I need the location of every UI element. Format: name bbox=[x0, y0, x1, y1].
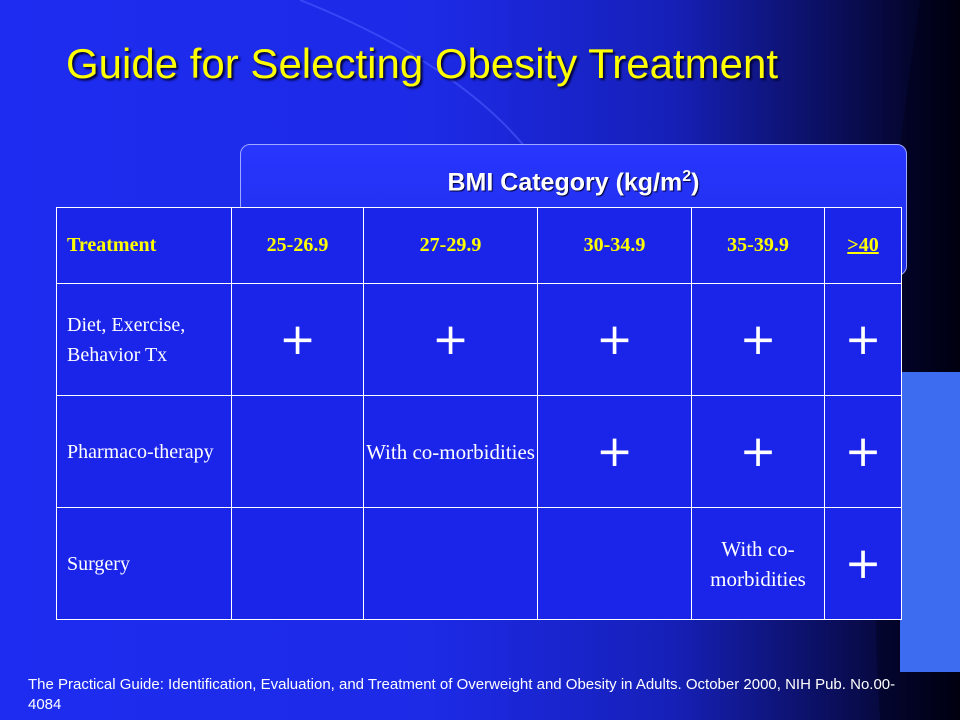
slide-title: Guide for Selecting Obesity Treatment bbox=[66, 40, 779, 87]
decorative-side-strip bbox=[900, 372, 960, 672]
column-header-bmi-25: 25-26.9 bbox=[231, 207, 364, 284]
table-cell: + bbox=[691, 283, 825, 396]
row-label-diet: Diet, Exercise, Behavior Tx bbox=[56, 283, 232, 396]
column-header-bmi-40-text: >40 bbox=[847, 234, 879, 256]
treatment-table: Treatment 25-26.9 27-29.9 30-34.9 35-39.… bbox=[56, 207, 902, 620]
column-header-bmi-35: 35-39.9 bbox=[691, 207, 825, 284]
column-header-bmi-40: >40 bbox=[824, 207, 902, 284]
table-cell: + bbox=[231, 283, 364, 396]
table-cell bbox=[231, 395, 364, 508]
table-row: Pharmaco-therapy With co-morbidities + +… bbox=[56, 395, 902, 508]
table-cell: + bbox=[537, 395, 692, 508]
table-cell bbox=[231, 507, 364, 620]
table-cell: + bbox=[691, 395, 825, 508]
table-row: Surgery With co-morbidities + bbox=[56, 507, 902, 620]
table-cell-note: With co-morbidities bbox=[363, 395, 538, 508]
bmi-header-text: BMI Category (kg/m bbox=[447, 168, 683, 197]
table-cell: + bbox=[363, 283, 538, 396]
column-header-treatment: Treatment bbox=[56, 207, 232, 284]
table-cell: + bbox=[824, 507, 902, 620]
table-cell bbox=[363, 507, 538, 620]
table-cell: + bbox=[824, 395, 902, 508]
bmi-header-superscript: 2 bbox=[682, 168, 692, 185]
bmi-header-suffix: ) bbox=[691, 168, 700, 197]
table-row: Diet, Exercise, Behavior Tx + + + + + bbox=[56, 283, 902, 396]
table-header-row: Treatment 25-26.9 27-29.9 30-34.9 35-39.… bbox=[56, 207, 902, 284]
source-footnote: The Practical Guide: Identification, Eva… bbox=[28, 676, 896, 713]
row-label-surgery: Surgery bbox=[56, 507, 232, 620]
table-cell: + bbox=[537, 283, 692, 396]
table-cell-note: With co-morbidities bbox=[691, 507, 825, 620]
table-cell bbox=[537, 507, 692, 620]
bmi-category-header: BMI Category (kg/m2) bbox=[240, 168, 907, 197]
row-label-pharmacotherapy: Pharmaco-therapy bbox=[56, 395, 232, 508]
column-header-bmi-27: 27-29.9 bbox=[363, 207, 538, 284]
column-header-bmi-30: 30-34.9 bbox=[537, 207, 692, 284]
table-cell: + bbox=[824, 283, 902, 396]
